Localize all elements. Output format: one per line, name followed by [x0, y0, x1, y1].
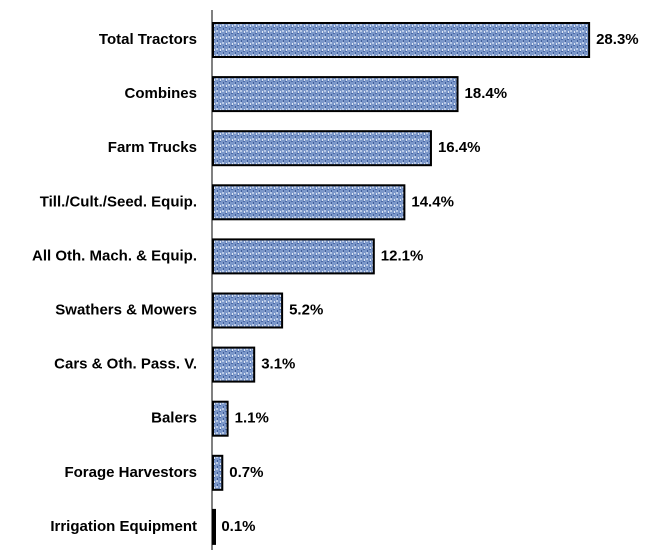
bar — [212, 292, 284, 329]
bar — [212, 130, 432, 167]
category-label: Combines — [124, 85, 197, 102]
category-label: Forage Harvestors — [64, 464, 197, 481]
value-label: 0.7% — [229, 464, 263, 481]
value-label: 5.2% — [289, 301, 323, 318]
bar — [212, 346, 256, 383]
bar — [212, 454, 224, 491]
bar — [212, 400, 229, 437]
category-label: Balers — [151, 410, 197, 427]
value-label: 16.4% — [438, 139, 481, 156]
category-label: Farm Trucks — [108, 139, 197, 156]
value-label: 28.3% — [596, 31, 639, 48]
value-label: 1.1% — [235, 410, 269, 427]
category-label: Till./Cult./Seed. Equip. — [40, 193, 197, 210]
bar — [212, 22, 591, 58]
value-label: 12.1% — [381, 247, 424, 264]
value-label: 3.1% — [261, 356, 295, 373]
bar — [212, 238, 375, 275]
category-label: Irrigation Equipment — [50, 518, 197, 535]
value-label: 18.4% — [465, 85, 508, 102]
bar — [212, 184, 406, 221]
category-label: Total Tractors — [99, 31, 197, 48]
value-label: 14.4% — [411, 193, 454, 210]
value-label: 0.1% — [221, 518, 255, 535]
category-label: Swathers & Mowers — [55, 301, 197, 318]
bar — [212, 508, 216, 545]
bar — [212, 76, 459, 113]
category-label: All Oth. Mach. & Equip. — [32, 247, 197, 264]
category-label: Cars & Oth. Pass. V. — [54, 356, 197, 373]
